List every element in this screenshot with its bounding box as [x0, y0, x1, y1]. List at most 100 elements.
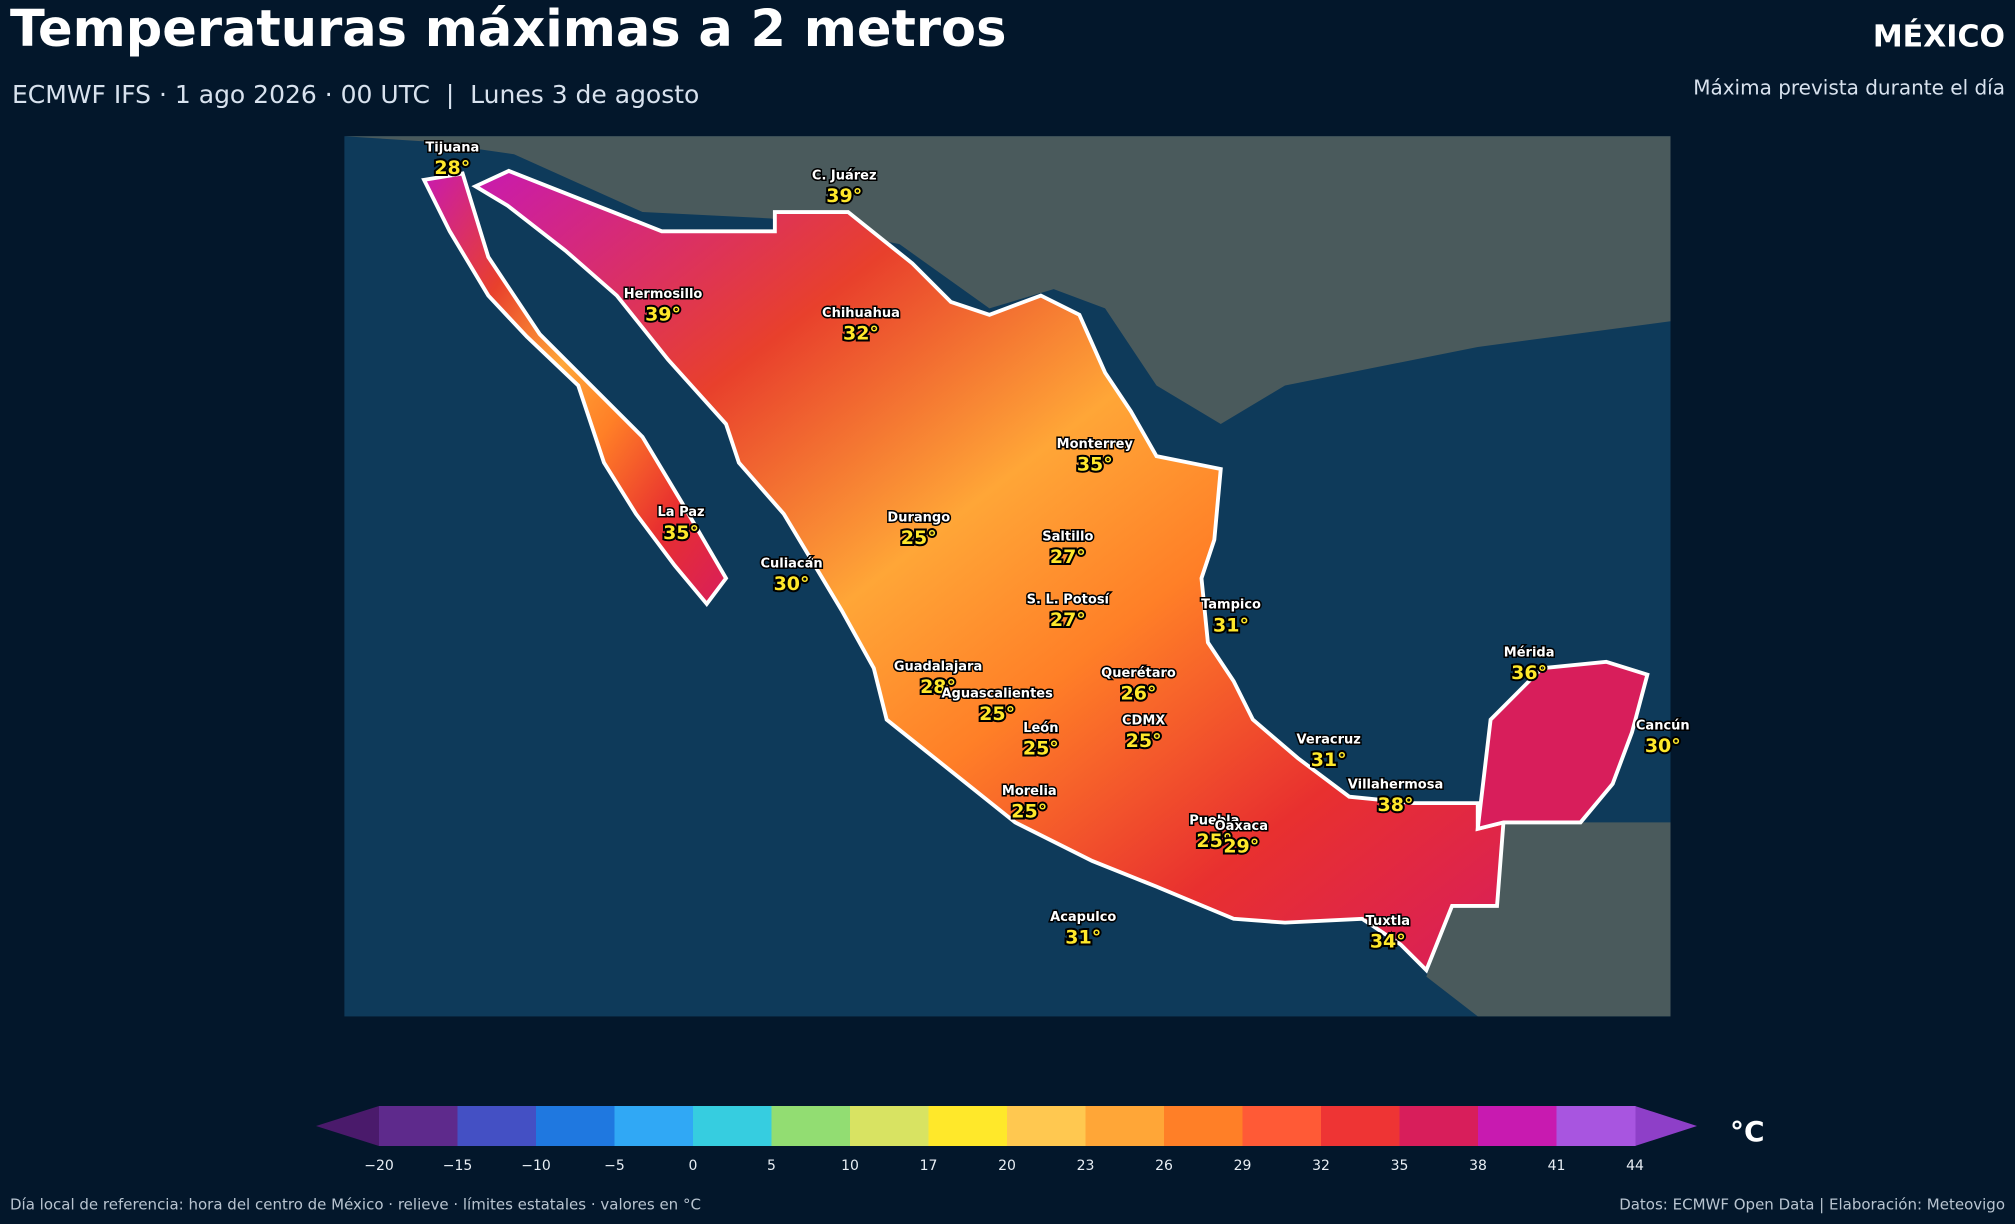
yucatan: [1475, 659, 1650, 832]
city-name: Veracruz: [1297, 733, 1361, 748]
footer-left: Día local de referencia: hora del centro…: [10, 1196, 701, 1214]
city-name: Saltillo: [1042, 530, 1093, 545]
city-temp: 35°: [1077, 454, 1113, 476]
city-temp: 25°: [1126, 730, 1162, 752]
city-temp: 38°: [1378, 794, 1414, 816]
city-temp: 31°: [1213, 614, 1249, 636]
colorbar: −20 −15 −10 −5 0 5 10 17 20 23 26 29 32 35 38 41 44 °C: [316, 1106, 1765, 1174]
colorbar-tick-label: 44: [1626, 1158, 1644, 1174]
colorbar-bin: [1164, 1106, 1243, 1146]
city-temp: 34°: [1370, 930, 1406, 952]
footer-right: Datos: ECMWF Open Data | Elaboración: Me…: [1619, 1196, 2005, 1214]
city-name: Culiacán: [760, 557, 822, 572]
city-temp: 39°: [645, 303, 681, 325]
city-name: Tijuana: [425, 140, 479, 155]
colorbar-bin: [1556, 1106, 1636, 1146]
city-name: Acapulco: [1050, 910, 1116, 925]
colorbar-bin: [850, 1106, 929, 1146]
city-name: Hermosillo: [624, 287, 703, 302]
city-temp: 39°: [826, 185, 862, 207]
city-temp: 27°: [1050, 609, 1086, 631]
colorbar-under: [316, 1106, 379, 1146]
city-temp: 36°: [1511, 662, 1547, 684]
city-name: Oaxaca: [1215, 819, 1268, 834]
city-name: Morelia: [1002, 784, 1057, 799]
colorbar-bin: [614, 1106, 694, 1146]
city-name: S. L. Potosí: [1027, 593, 1111, 608]
colorbar-tick-label: 29: [1234, 1158, 1252, 1174]
city-temp: 26°: [1121, 682, 1157, 704]
colorbar-tick-label: 35: [1391, 1158, 1409, 1174]
city-name: Puebla: [1189, 814, 1239, 829]
south-land: [1426, 822, 1671, 1017]
colorbar-bin: [1399, 1106, 1479, 1146]
colorbar-tick-label: −10: [521, 1158, 551, 1174]
colorbar-tick-label: 0: [689, 1158, 698, 1174]
city-name: C. Juárez: [812, 169, 877, 184]
city-name: Chihuahua: [822, 306, 900, 321]
city-name: La Paz: [657, 505, 704, 520]
city-name: Monterrey: [1057, 437, 1134, 452]
map: [344, 136, 1671, 1017]
colorbar-tick-label: 32: [1312, 1158, 1330, 1174]
city-temp: 25°: [1196, 830, 1232, 852]
city-name: Querétaro: [1101, 666, 1176, 681]
city-temp: 32°: [843, 323, 879, 345]
colorbar-unit: °C: [1730, 1115, 1765, 1148]
city-temp: 28°: [920, 676, 956, 698]
city-temp: 28°: [434, 157, 470, 179]
colorbar-tick-label: 17: [920, 1158, 938, 1174]
city-temp: 25°: [1011, 801, 1047, 823]
north-land: [344, 136, 1671, 425]
colorbar-bin: [1478, 1106, 1557, 1146]
colorbar-bin: [1007, 1106, 1086, 1146]
city-temp: 29°: [1223, 835, 1259, 857]
region-note: Máxima prevista durante el día: [1693, 76, 2005, 100]
colorbar-bin: [1085, 1106, 1165, 1146]
city-temp: 35°: [663, 522, 699, 544]
colorbar-tick-label: 41: [1548, 1158, 1566, 1174]
colorbar-bin: [693, 1106, 772, 1146]
colorbar-bin: [1321, 1106, 1400, 1146]
colorbar-tick-label: 10: [841, 1158, 859, 1174]
city-temp: 25°: [901, 527, 937, 549]
city-name: León: [1023, 721, 1058, 736]
city-temp: 30°: [774, 573, 810, 595]
colorbar-bin: [457, 1106, 537, 1146]
subtitle: ECMWF IFS · 1 ago 2026 · 00 UTC | Lunes …: [12, 80, 699, 109]
baja: [421, 171, 729, 608]
city-name: Villahermosa: [1348, 778, 1443, 793]
colorbar-bin: [536, 1106, 615, 1146]
city-name: Cancún: [1636, 719, 1690, 734]
colorbar-tick-label: 26: [1155, 1158, 1173, 1174]
region: MÉXICO: [1873, 19, 2005, 55]
city-name: Guadalajara: [894, 659, 982, 674]
colorbar-bin: [379, 1106, 458, 1146]
colorbar-tick-label: 5: [767, 1158, 776, 1174]
colorbar-bin: [1242, 1106, 1322, 1146]
city-temp: 31°: [1065, 927, 1101, 949]
colorbar-tick-label: −15: [443, 1158, 473, 1174]
city-temp: 31°: [1311, 749, 1347, 771]
city-name: Mérida: [1504, 645, 1555, 660]
colorbar-tick-label: −20: [364, 1158, 394, 1174]
city-name: Tampico: [1201, 598, 1261, 613]
city-name: Tuxtla: [1366, 914, 1411, 929]
city-temp: 30°: [1645, 735, 1681, 757]
colorbar-tick-label: 20: [998, 1158, 1016, 1174]
city-temp: 25°: [1023, 738, 1059, 760]
colorbar-tick-label: 38: [1469, 1158, 1487, 1174]
city-name: CDMX: [1122, 713, 1165, 728]
colorbar-bin: [771, 1106, 851, 1146]
city-name: Aguascalientes: [941, 686, 1053, 701]
city-temp: 27°: [1050, 546, 1086, 568]
city-temp: 25°: [979, 703, 1015, 725]
colorbar-over: [1635, 1106, 1697, 1146]
colorbar-tick-label: 23: [1077, 1158, 1095, 1174]
title: Temperaturas máximas a 2 metros: [10, 0, 1006, 59]
city-name: Durango: [887, 510, 950, 525]
colorbar-tick-label: −5: [604, 1158, 625, 1174]
